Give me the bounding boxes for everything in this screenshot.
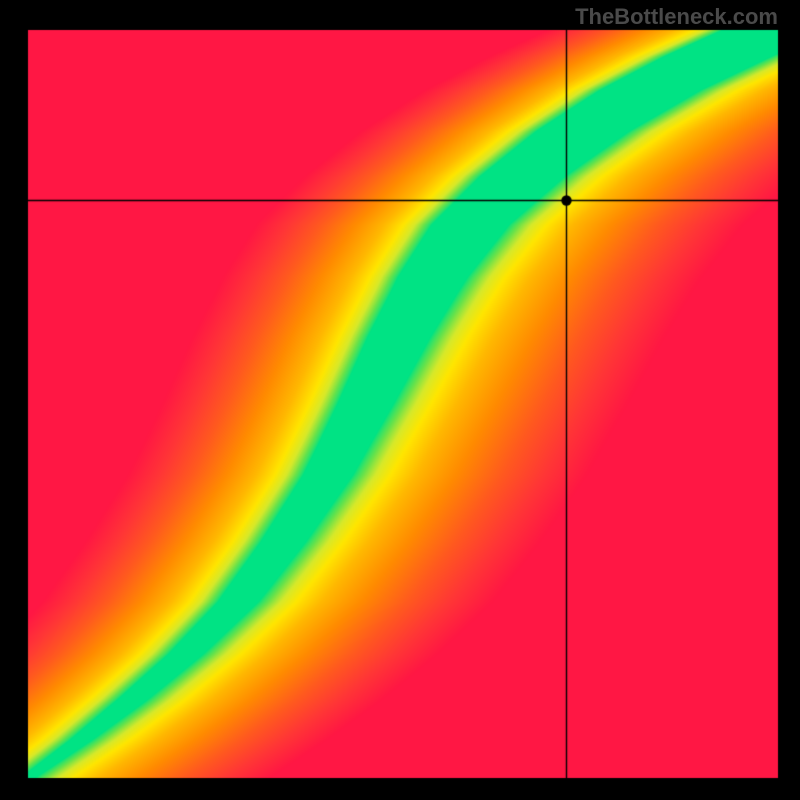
bottleneck-heatmap	[0, 0, 800, 800]
watermark-text: TheBottleneck.com	[575, 4, 778, 30]
chart-container: TheBottleneck.com	[0, 0, 800, 800]
